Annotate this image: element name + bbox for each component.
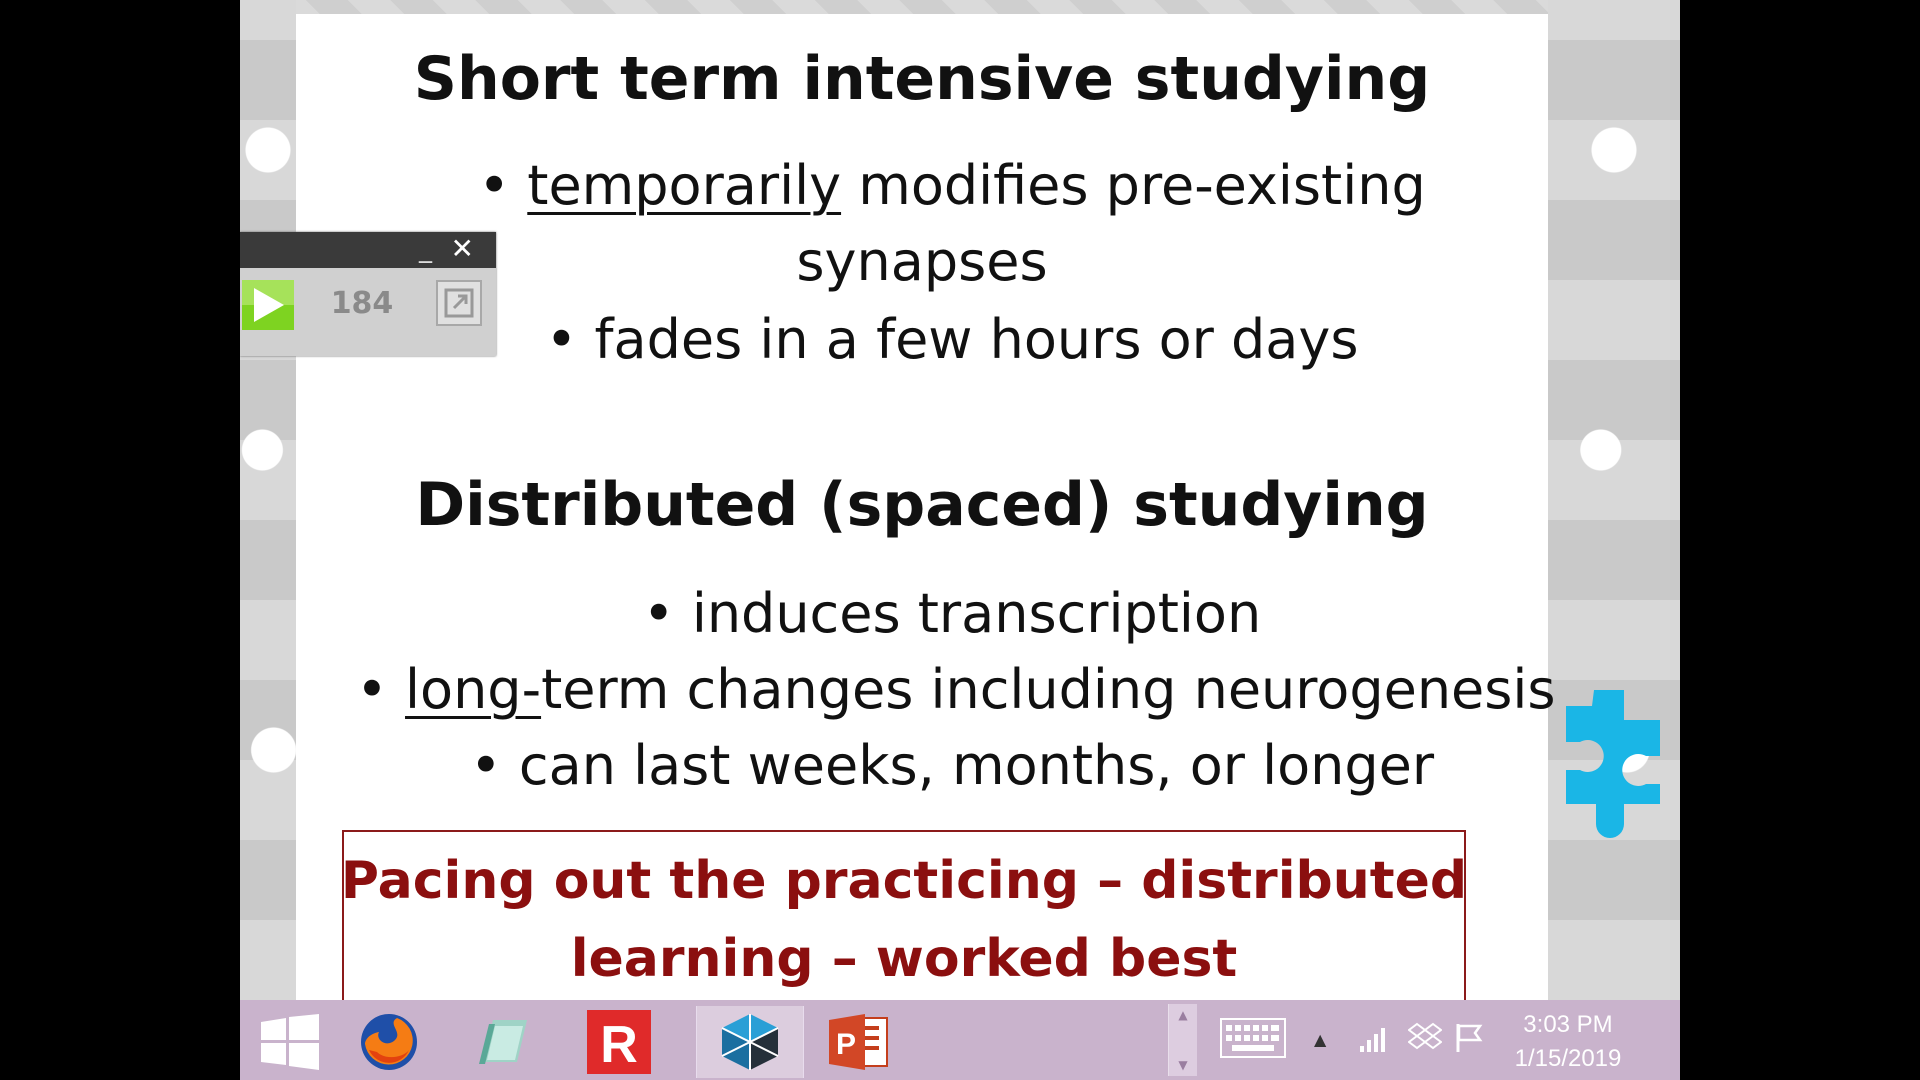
start-button[interactable] [240, 1006, 340, 1078]
taskbar-file-explorer[interactable] [450, 1006, 556, 1078]
bullet-text: modifies pre-existing [841, 154, 1426, 217]
bullet-text: term changes including neurogenesis [541, 658, 1556, 721]
presentation-slide: Short term intensive studying • temporar… [296, 14, 1556, 1010]
cube-icon [721, 1014, 779, 1070]
bullet-temporarily: • temporarily modifies pre-existing [296, 154, 1548, 217]
r-app-icon: R [587, 1010, 651, 1074]
recording-mini-panel: _ ✕ 184 [240, 232, 496, 356]
callout-line-1: Pacing out the practicing – distributed [340, 851, 1468, 911]
blue-puzzle-piece-icon [1566, 690, 1660, 839]
windows-logo-icon [261, 1014, 319, 1070]
taskbar-cube-app[interactable] [696, 1006, 804, 1078]
mini-panel-titlebar[interactable]: _ ✕ [240, 232, 496, 268]
taskbar-r-app[interactable]: R [566, 1006, 672, 1078]
scroll-down-icon[interactable]: ▼ [1178, 1058, 1188, 1072]
taskbar-powerpoint[interactable]: P [806, 1006, 912, 1078]
action-center-flag-icon[interactable] [1454, 1022, 1486, 1054]
callout-line-2: learning – worked best [570, 929, 1238, 989]
bullet-continuation: synapses [796, 230, 1048, 293]
puzzle-background-right [1548, 0, 1680, 1000]
close-button[interactable]: ✕ [450, 232, 474, 265]
svg-text:R: R [600, 1016, 638, 1074]
taskbar: R P ▲ ▼ [240, 1000, 1680, 1080]
show-hidden-icons-icon[interactable]: ▲ [1314, 1030, 1327, 1049]
clock-date: 1/15/2019 [1514, 1045, 1622, 1072]
expand-button[interactable] [436, 280, 482, 326]
puzzle-background-left [240, 0, 296, 1000]
taskbar-scroll-control[interactable]: ▲ ▼ [1168, 1004, 1197, 1076]
expand-icon [444, 288, 474, 318]
underlined-word: long- [405, 658, 542, 721]
firefox-icon [361, 1014, 417, 1070]
bullet-long-term: • long-term changes including neurogenes… [296, 658, 1556, 721]
minimize-button[interactable]: _ [419, 234, 432, 264]
powerpoint-icon: P [829, 1014, 888, 1070]
files-icon [479, 1020, 527, 1064]
bullet-transcription: • induces transcription [642, 582, 1262, 645]
touch-keyboard-icon[interactable] [1220, 1018, 1286, 1058]
clock-time: 3:03 PM [1523, 1011, 1613, 1038]
slide-heading-distributed: Distributed (spaced) studying [415, 470, 1429, 540]
scroll-up-icon[interactable]: ▲ [1178, 1008, 1188, 1022]
callout-box: Pacing out the practicing – distributed … [340, 830, 1468, 1010]
bullet-can-last: • can last weeks, months, or longer [469, 734, 1435, 797]
mini-panel-body: 184 [240, 268, 496, 356]
counter-value: 184 [330, 286, 394, 321]
network-signal-icon[interactable] [1358, 1022, 1390, 1054]
underlined-word: temporarily [527, 154, 842, 217]
taskbar-firefox[interactable] [336, 1006, 442, 1078]
dropbox-icon[interactable] [1408, 1022, 1442, 1054]
bullet-glyph: • [356, 658, 406, 721]
bullet-glyph: • [478, 154, 528, 217]
system-clock[interactable]: 3:03 PM 1/15/2019 [1498, 1008, 1638, 1076]
slide-heading-short-term: Short term intensive studying [413, 44, 1431, 114]
svg-text:P: P [836, 1028, 856, 1061]
bullet-fades: • fades in a few hours or days [545, 308, 1359, 371]
play-icon[interactable] [242, 280, 294, 330]
screen: Short term intensive studying • temporar… [240, 0, 1680, 1080]
